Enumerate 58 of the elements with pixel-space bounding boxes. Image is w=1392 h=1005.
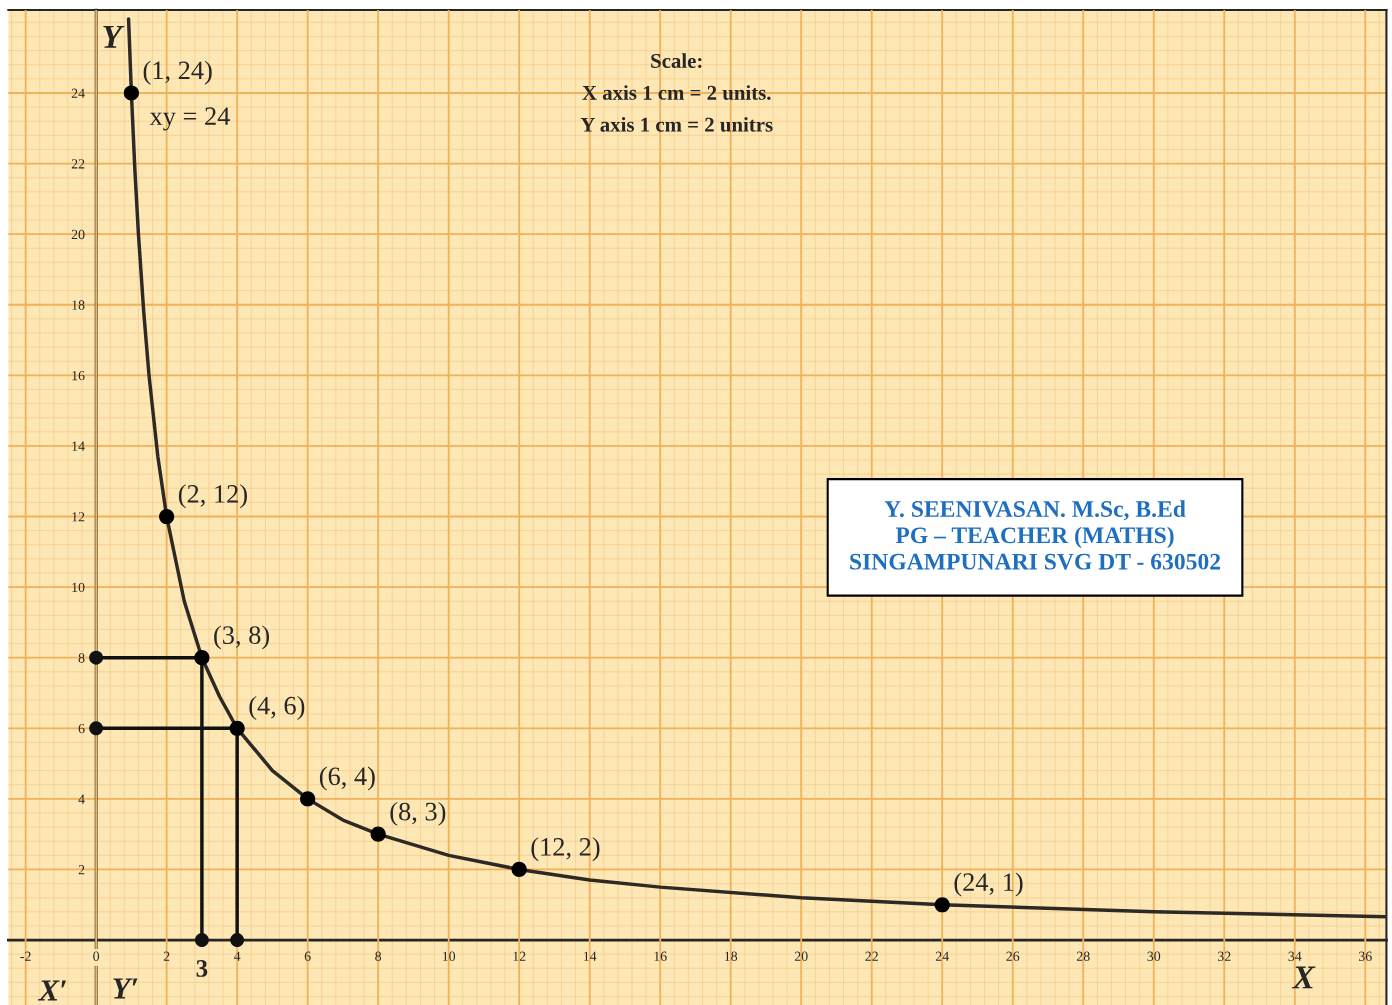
annotation: 3 (196, 960, 208, 977)
point (123, 85, 139, 101)
x-axis-title: X (1291, 966, 1316, 989)
y-tick-label: 18 (72, 300, 85, 310)
x-tick-label: 4 (233, 951, 241, 961)
y-tick-label: 20 (71, 229, 85, 240)
annotation: (6, 4) (319, 766, 375, 791)
point (511, 861, 527, 878)
annotation: Y. SEENIVASAN. M.Sc, B.Ed PG – TEACHER (MATHS) SINGAMPUNARI SVG DT - 630502 (850, 500, 1221, 570)
x-tick-label: 12 (513, 951, 526, 961)
x-tick-label: 22 (865, 951, 878, 961)
x-tick-label: 0 (93, 951, 100, 961)
point (194, 933, 209, 947)
y-tick-label: 10 (72, 582, 85, 593)
annotation: (12, 2) (531, 837, 600, 862)
point (934, 897, 950, 913)
y-tick-label: 4 (78, 794, 85, 804)
annotation: (2, 12) (178, 484, 247, 509)
annotation: xy = 24 (149, 107, 230, 131)
x-tick-label: 16 (654, 951, 667, 961)
x-tick-label: 36 (1359, 951, 1372, 961)
y-tick-label: 12 (72, 512, 85, 522)
x-tick-label: 8 (375, 951, 382, 961)
point (370, 826, 386, 842)
x-tick-label: 14 (583, 951, 597, 961)
x-tick-label: 18 (724, 951, 738, 961)
y-tick-label: 14 (72, 441, 85, 451)
annotation: X′ (37, 980, 67, 1001)
x-tick-label: 30 (1147, 951, 1161, 961)
x-tick-label: 24 (935, 951, 949, 961)
y-tick-label: 6 (78, 723, 85, 734)
annotation: (3, 8) (214, 625, 270, 650)
x-tick-label: 28 (1076, 951, 1090, 961)
point (89, 721, 104, 736)
x-tick-label: 2 (163, 951, 170, 961)
x-tick-label: 20 (794, 951, 808, 961)
x-tick-label: 32 (1217, 951, 1231, 961)
annotation: Y′ (113, 978, 138, 999)
y-tick-label: 16 (72, 370, 85, 381)
y-tick-label: 24 (71, 88, 85, 98)
point (300, 791, 316, 807)
x-tick-label: 34 (1288, 951, 1302, 961)
x-tick-label: -2 (20, 951, 31, 961)
annotation: (4, 6) (249, 696, 305, 720)
y-tick-label: 8 (78, 653, 85, 663)
x-tick-label: 26 (1006, 951, 1020, 961)
point (89, 650, 104, 665)
point (159, 508, 175, 525)
annotation: (24, 1) (954, 872, 1023, 897)
annotation: Scale: X axis 1 cm = 2 units. Y axis 1 cm = 2 unitrs (580, 53, 773, 132)
annotation: (1, 24) (143, 60, 212, 85)
x-tick-label: 10 (442, 951, 456, 961)
y-tick-label: 2 (78, 865, 85, 875)
x-tick-label: 6 (304, 951, 311, 961)
y-axis-title: Y (103, 25, 125, 48)
annotation: (8, 3) (390, 801, 446, 826)
point (230, 933, 245, 947)
y-tick-label: 22 (71, 159, 85, 169)
